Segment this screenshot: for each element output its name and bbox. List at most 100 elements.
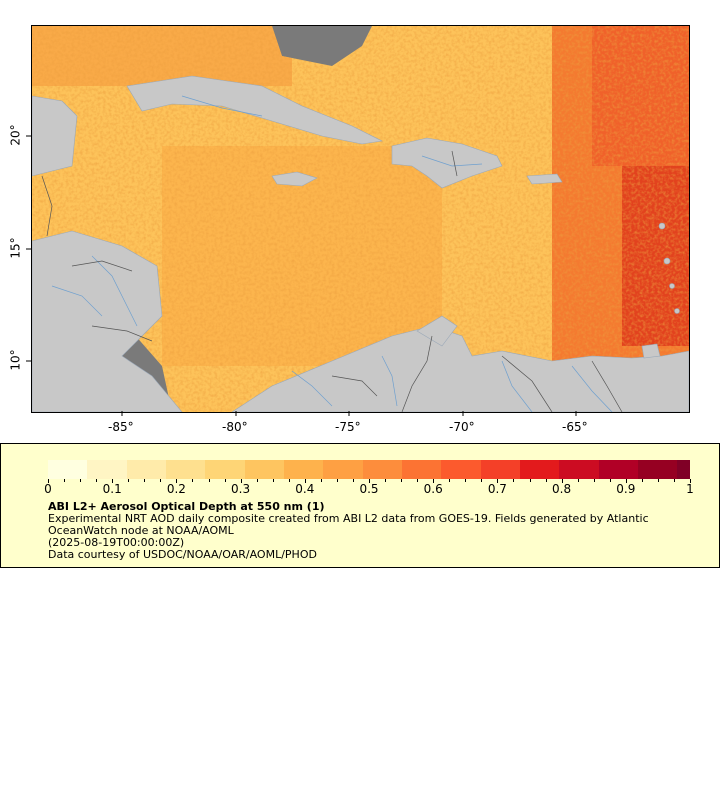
colorbar-cell [257,460,271,479]
colorbar-cell [336,460,350,479]
colorbar-cell [139,460,153,479]
land-puerto-rico [526,173,563,185]
colorbar-cell [533,460,547,479]
colorbar-tick [561,479,563,483]
colorbar-ticks [48,479,691,485]
colorbar-tick-label: 0.9 [616,482,636,496]
colorbar-cell [611,460,625,479]
colorbar-tick [272,479,274,482]
land-hispaniola [391,137,503,189]
colorbar-cell [651,460,665,479]
colorbar-tick [545,479,547,482]
legend-credit: Data courtesy of USDOC/NOAA/OAR/AOML/PHO… [48,548,317,561]
land-trinidad [641,343,661,359]
colorbar-cell [637,460,652,479]
colorbar-cell [87,460,101,479]
colorbar-tick [176,479,178,483]
colorbar-cell [480,460,494,479]
legend-description: Experimental NRT AOD daily composite cre… [48,512,649,537]
colorbar-cell [126,460,140,479]
colorbar-tick [577,479,579,482]
colorbar-tick [529,479,531,482]
lon-tick-label: -85° [108,420,134,434]
colorbar-cell [218,460,232,479]
colorbar-cell [231,460,245,479]
colorbar-tick [336,479,338,482]
colorbar-tick [369,479,370,483]
colorbar-cell [375,460,389,479]
colorbar-cell [192,460,206,479]
colorbar-tick [240,479,242,483]
colorbar-cell [270,460,284,479]
colorbar-tick [256,479,258,482]
colorbar-tick [609,479,611,482]
colorbar-cell [388,460,402,479]
colorbar-tick [481,479,483,482]
colorbar-cell [624,460,638,479]
colorbar-tick [433,479,435,483]
aod-map[interactable] [31,25,690,413]
colorbar-tick [96,479,98,482]
colorbar-cell [74,460,88,479]
legend-panel: 0 0.1 0.2 0.3 0.4 0.5 0.6 0.7 0.8 0.9 1 ABI L2+ Ae… [0,443,720,568]
colorbar-cell [585,460,599,479]
colorbar-cell [113,460,127,479]
colorbar-cell [244,460,258,479]
colorbar-tick-label: 0.2 [166,482,186,496]
colorbar-tick [593,479,595,482]
colorbar-tick-label: 0.7 [487,482,507,496]
colorbar-cell [677,460,691,479]
colorbar-tick [401,479,403,482]
colorbar-tick-label: 0.3 [231,482,251,496]
colorbar-cell [48,460,62,479]
colorbar-cell [493,460,507,479]
colorbar-tick-label: 1 [686,482,694,496]
lon-tick-label: -70° [449,420,475,434]
colorbar-tick [417,479,419,482]
colorbar-tick-label: 0.6 [423,482,443,496]
lon-tick-label: -75° [335,420,361,434]
colorbar-cell [506,460,520,479]
colorbar-tick [465,479,467,482]
colorbar-cell [205,460,219,479]
colorbar-tick [352,479,354,482]
colorbar-cell [572,460,586,479]
legend-title: ABI L2+ Aerosol Optical Depth at 550 nm … [48,500,325,513]
colorbar-tick-label: 0.5 [359,482,379,496]
colorbar-cell [297,460,311,479]
colorbar-tick [80,479,82,482]
colorbar [48,460,691,479]
colorbar-tick [144,479,146,482]
colorbar-tick [64,479,66,482]
colorbar-tick [208,479,210,482]
colorbar-cell [152,460,166,479]
land-yucatan [32,95,78,177]
colorbar-cell [415,460,429,479]
colorbar-tick [304,479,306,483]
land-central-america [32,230,183,412]
colorbar-tick-label: 0.4 [295,482,315,496]
colorbar-cell [546,460,560,479]
colorbar-cell [598,460,612,479]
rivers [51,95,613,412]
colorbar-tick [160,479,162,482]
colorbar-tick [224,479,226,482]
land-south-america [231,325,689,412]
colorbar-cell [283,460,298,479]
colorbar-tick [320,479,322,482]
colorbar-tick-label: 0.8 [552,482,572,496]
colorbar-cell [362,460,376,479]
lon-tick-label: -80° [222,420,248,434]
land-cuba [126,75,383,145]
land-guajira [416,315,458,347]
colorbar-tick [673,479,675,482]
colorbar-cell [441,460,455,479]
axis-ticks [26,135,577,416]
colorbar-cell [467,460,481,479]
borders [41,150,623,412]
colorbar-cell [559,460,573,479]
colorbar-cell [179,460,193,479]
colorbar-cell [664,460,678,479]
colorbar-cell [349,460,363,479]
colorbar-cell [323,460,337,479]
